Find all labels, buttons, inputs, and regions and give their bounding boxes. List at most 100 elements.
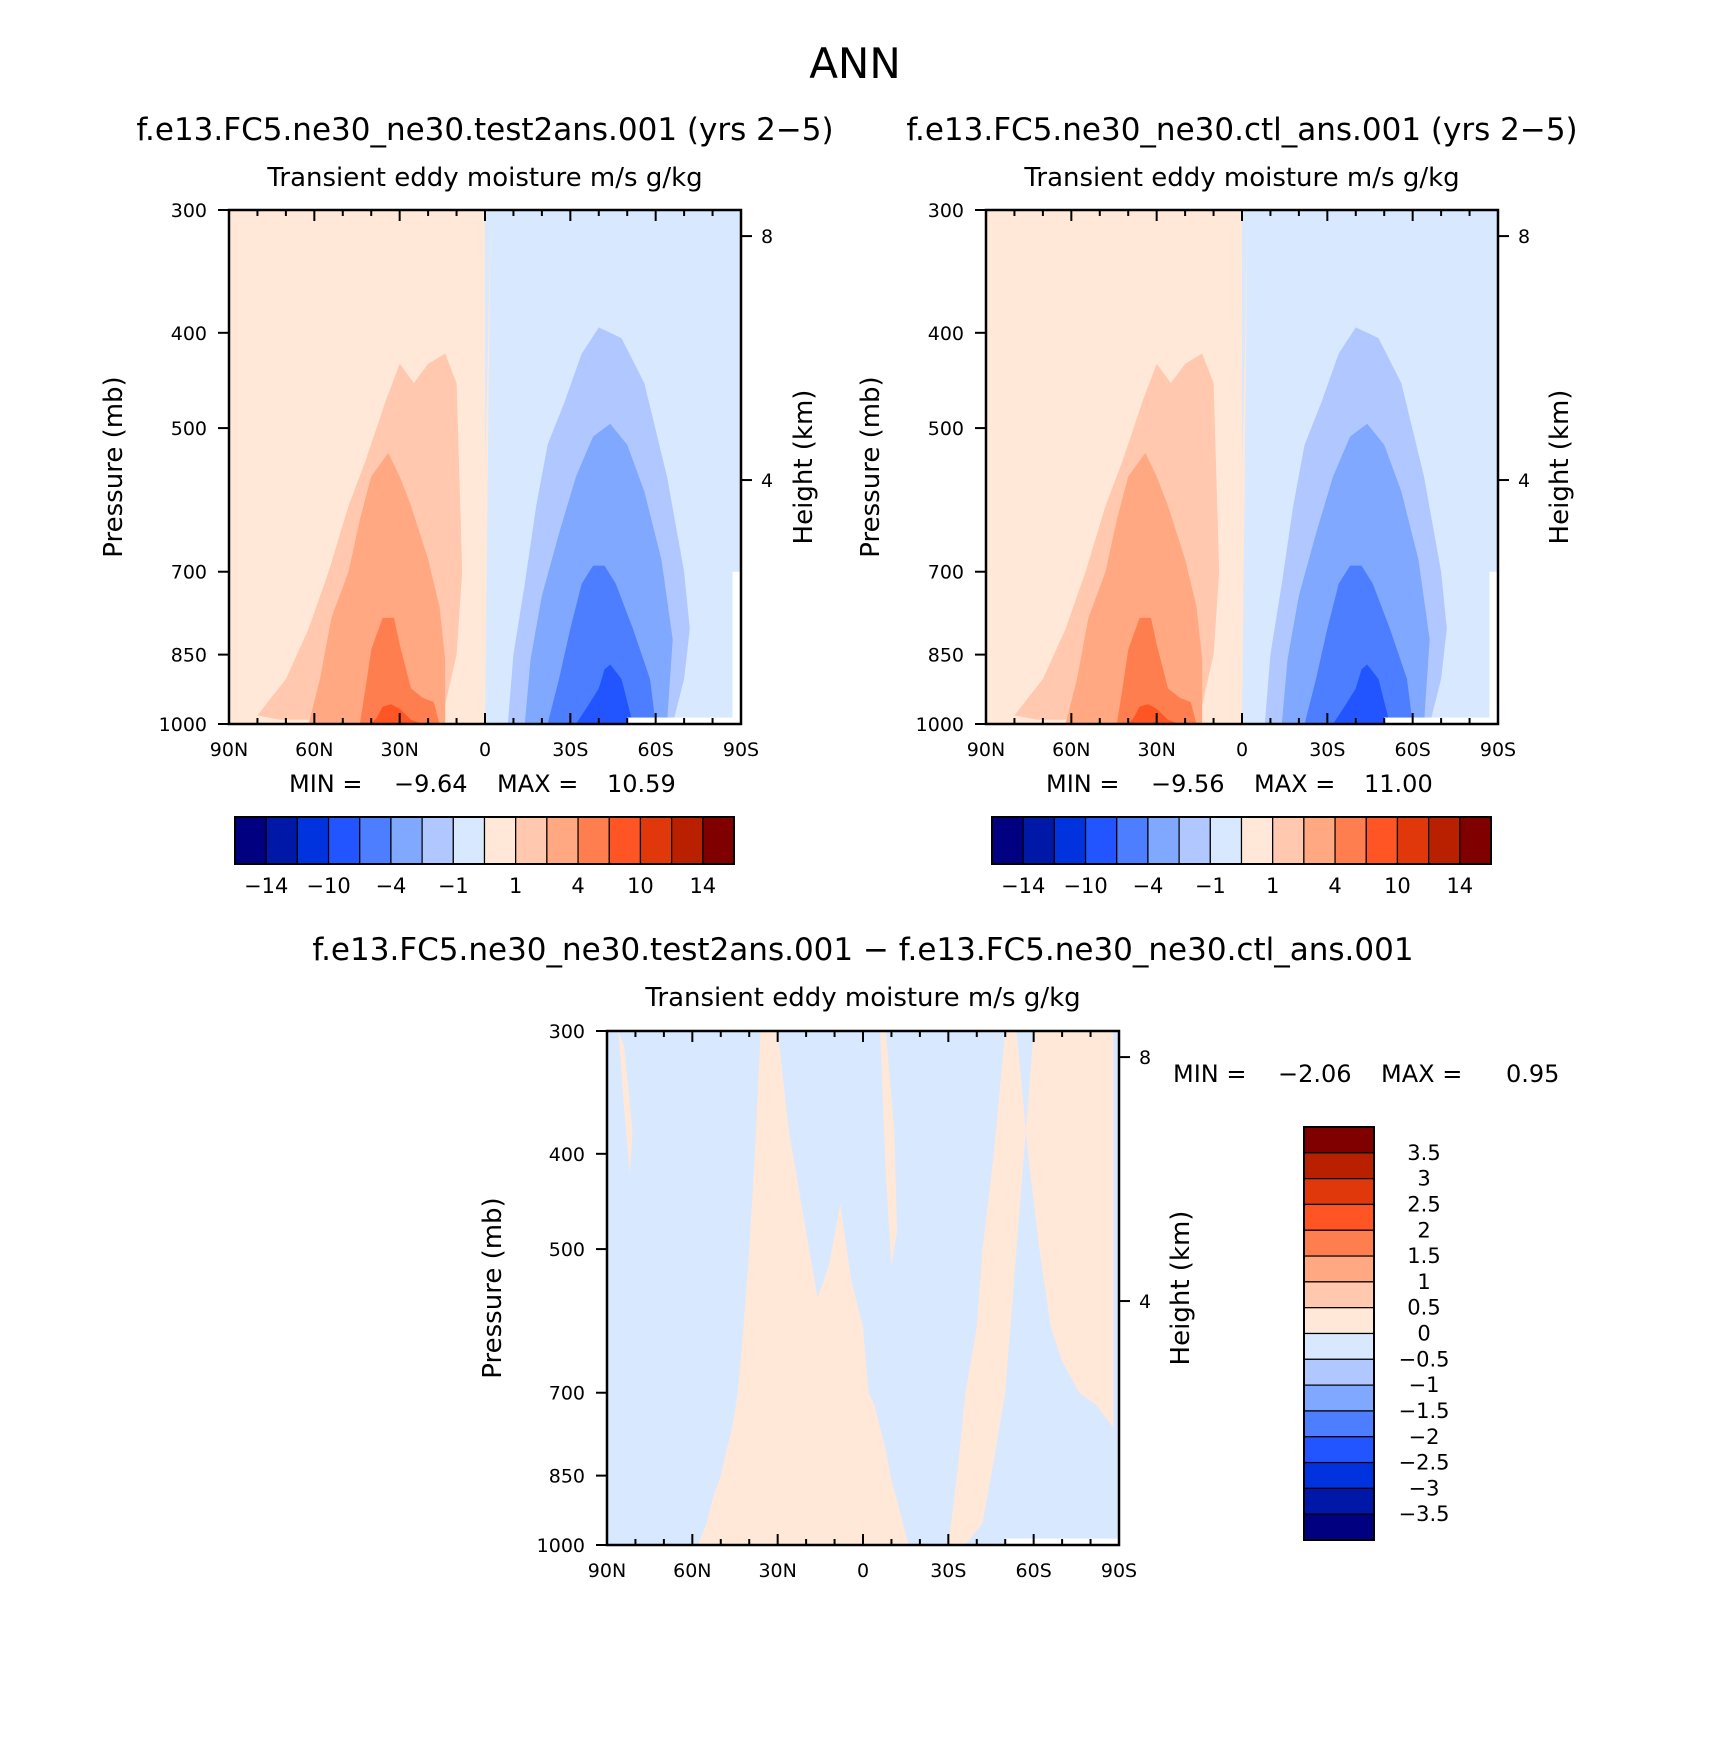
colorbar-label: −1 — [1409, 1373, 1440, 1397]
contour-field — [229, 210, 741, 724]
colorbar-label: −1 — [1195, 874, 1226, 898]
colorbar-box — [1303, 1229, 1375, 1257]
y2-axis-label: Height (km) — [1545, 390, 1575, 545]
missing-data — [732, 571, 741, 724]
colorbar-box — [671, 816, 704, 865]
y-axis-label: Pressure (mb) — [99, 376, 129, 557]
colorbar-box — [421, 816, 454, 865]
colorbar-label: −1.5 — [1399, 1399, 1450, 1423]
x-tick-label: 60N — [1052, 739, 1090, 761]
difference-region — [698, 1031, 920, 1545]
colorbar-label: 1 — [1417, 1270, 1430, 1294]
colorbar-box — [1459, 816, 1492, 865]
contour-level-neg4 — [1304, 565, 1413, 724]
y-tick-label: 1000 — [537, 1535, 585, 1557]
x-tick-label: 90N — [967, 739, 1005, 761]
contour-level-0 — [479, 210, 491, 724]
stat-max-label: MAX = — [497, 770, 578, 798]
colorbar-box — [1428, 816, 1461, 865]
y-tick-label: 400 — [171, 323, 207, 345]
x-tick-label: 90N — [588, 1560, 626, 1582]
colorbar-box — [577, 816, 610, 865]
colorbar-box — [1084, 816, 1118, 865]
colorbar-box — [1303, 1461, 1375, 1489]
contour-level-4 — [359, 617, 440, 724]
colorbar-label: −4 — [375, 874, 406, 898]
colorbar-label: −14 — [1001, 874, 1045, 898]
x-tick-label: 0 — [857, 1560, 869, 1582]
colorbar-box — [1147, 816, 1180, 865]
colorbar-box — [452, 816, 486, 865]
stat-min-label: MIN = — [1173, 1060, 1246, 1088]
stat-max-label: MAX = — [1381, 1060, 1462, 1088]
contour-level-neg4 — [547, 565, 656, 724]
figure-title: ANN — [809, 39, 901, 88]
colorbar-label: −2 — [1409, 1425, 1440, 1449]
difference-region — [618, 1031, 633, 1175]
colorbar-box — [327, 816, 361, 865]
colorbar-label: 14 — [689, 874, 716, 898]
stat-min-label: MIN = — [289, 770, 362, 798]
y-tick-label: 850 — [549, 1466, 585, 1488]
colorbar-box — [1303, 1152, 1375, 1180]
colorbar-box — [265, 816, 298, 865]
colorbar-label: 0 — [1417, 1322, 1430, 1346]
contour-level-2 — [308, 453, 446, 724]
y-tick-label: 700 — [171, 562, 207, 584]
colorbar-box — [515, 816, 548, 865]
x-tick-label: 90S — [1480, 739, 1516, 761]
y2-axis-label: Height (km) — [789, 390, 819, 545]
colorbar-label: −10 — [306, 874, 350, 898]
panel-subtitle: Transient eddy moisture m/s g/kg — [266, 163, 702, 193]
colorbar-label: −3.5 — [1399, 1502, 1450, 1526]
colorbar-box — [1053, 816, 1087, 865]
x-tick-label: 0 — [479, 739, 491, 761]
y-tick-label: 400 — [928, 323, 964, 345]
x-tick-label: 90S — [1101, 1560, 1137, 1582]
stat-min-value: −2.06 — [1278, 1060, 1352, 1088]
x-tick-label: 30S — [552, 739, 588, 761]
stat-max-value: 10.59 — [607, 770, 676, 798]
colorbar-box — [1240, 816, 1274, 865]
difference-region — [880, 1031, 898, 1266]
colorbar-box — [1022, 816, 1055, 865]
colorbar-box — [1303, 1126, 1375, 1154]
colorbar-label: 4 — [1328, 874, 1341, 898]
colorbar-box — [639, 816, 673, 865]
contour-level-8 — [1128, 704, 1180, 724]
stat-min-value: −9.64 — [394, 770, 468, 798]
colorbar-box — [359, 816, 392, 865]
contour-field — [607, 1031, 1119, 1545]
y2-tick-label: 4 — [761, 470, 773, 492]
y-tick-label: 500 — [549, 1239, 585, 1261]
colorbar-label: 4 — [571, 874, 584, 898]
contour-level-2 — [1065, 453, 1203, 724]
panel-test: f.e13.FC5.ne30_ne30.test2ans.001 (yrs 2−… — [99, 112, 834, 898]
colorbar-box — [1272, 816, 1305, 865]
colorbar-box — [296, 816, 330, 865]
colorbar-label: 3.5 — [1407, 1141, 1440, 1165]
colorbar-box — [1303, 1410, 1375, 1438]
colorbar-box — [1303, 1384, 1375, 1412]
x-tick-label: 0 — [1236, 739, 1248, 761]
colorbar-box — [702, 816, 735, 865]
y-tick-label: 700 — [928, 562, 964, 584]
colorbar-label: 10 — [627, 874, 654, 898]
colorbar-label: −4 — [1132, 874, 1163, 898]
panel-subtitle: Transient eddy moisture m/s g/kg — [1023, 163, 1459, 193]
colorbar-label: −1 — [438, 874, 469, 898]
y-axis-label: Pressure (mb) — [478, 1197, 508, 1378]
contour-level-neg8 — [1333, 664, 1390, 724]
colorbar-frame — [234, 816, 735, 865]
colorbar-box — [1334, 816, 1367, 865]
panel-subtitle: Transient eddy moisture m/s g/kg — [644, 983, 1080, 1013]
colorbar-label: −3 — [1409, 1476, 1440, 1500]
panel-title: f.e13.FC5.ne30_ne30.ctl_ans.001 (yrs 2−5… — [906, 112, 1577, 148]
x-tick-label: 60N — [295, 739, 333, 761]
colorbar-box — [1396, 816, 1430, 865]
colorbar-box — [1303, 1358, 1375, 1386]
x-tick-label: 30S — [1309, 739, 1345, 761]
y-tick-label: 850 — [928, 645, 964, 667]
colorbar-label: 10 — [1384, 874, 1411, 898]
colorbar-box — [1303, 816, 1336, 865]
